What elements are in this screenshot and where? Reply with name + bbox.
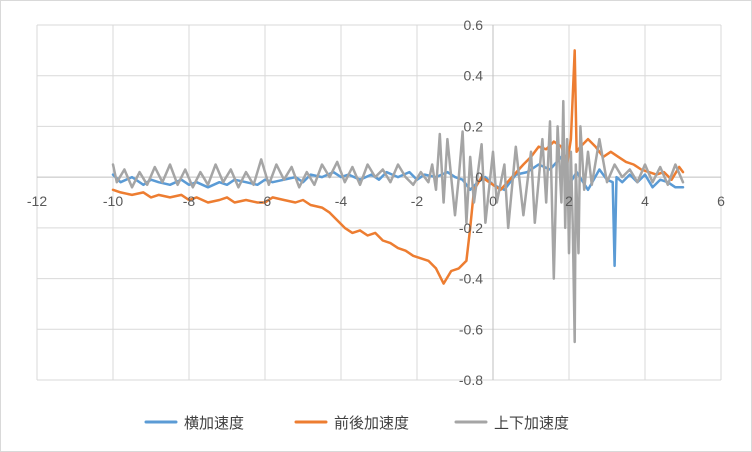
x-tick-label: -4: [335, 193, 348, 209]
y-tick-label: -0.6: [459, 321, 483, 337]
y-tick-label: -0.8: [459, 372, 483, 388]
x-tick-label: 0: [489, 193, 497, 209]
legend-label: 前後加速度: [334, 414, 409, 432]
y-tick-label: 0.6: [464, 17, 484, 33]
series-line-3: [111, 99, 685, 344]
legend-label: 上下加速度: [494, 414, 569, 432]
x-tick-label: -2: [411, 193, 424, 209]
series-line-2: [111, 49, 685, 285]
tick-layer: -12 -10 -8 -6 -4 -2 0 2 4 6 0.6 0.4 0.2 0 -0.2 -0.4 -0.6…: [27, 17, 725, 388]
y-tick-label: 0: [475, 169, 483, 185]
legend: 横加速度 前後加速度 上下加速度: [144, 414, 569, 432]
x-tick-label: -12: [27, 193, 47, 209]
series-layer: [111, 49, 685, 344]
x-tick-label: 6: [717, 193, 725, 209]
y-tick-label: -0.2: [459, 220, 483, 236]
y-tick-label: 0.4: [464, 68, 484, 84]
x-tick-label: 4: [641, 193, 649, 209]
y-tick-label: -0.4: [459, 271, 483, 287]
legend-label: 横加速度: [184, 414, 244, 432]
x-tick-label: 2: [565, 193, 573, 209]
x-tick-label: -10: [103, 193, 123, 209]
x-tick-label: -6: [259, 193, 272, 209]
y-tick-label: 0.2: [464, 118, 484, 134]
x-tick-label: -8: [183, 193, 196, 209]
grid-layer: [36, 24, 722, 381]
